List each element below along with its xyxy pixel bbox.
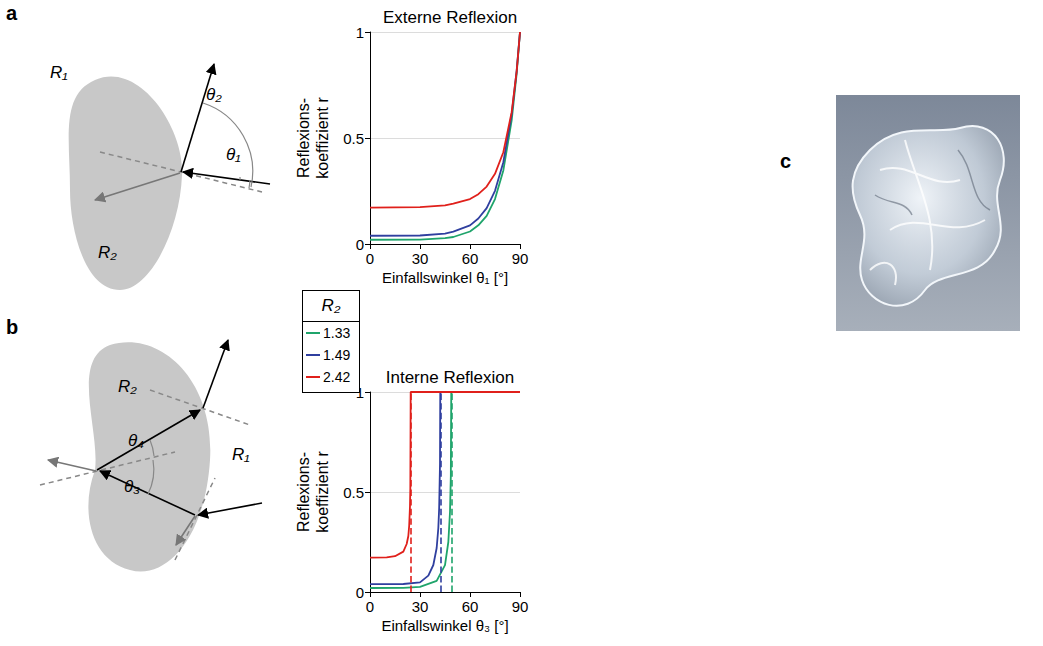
svg-text:1: 1 <box>356 24 364 41</box>
svg-text:60: 60 <box>462 598 479 615</box>
svg-text:θ₂: θ₂ <box>206 85 222 104</box>
svg-text:30: 30 <box>412 250 429 267</box>
svg-text:R₁: R₁ <box>50 63 68 82</box>
html-text:R₂: R₂ <box>321 296 341 315</box>
svg-text:θ₁: θ₁ <box>226 145 241 164</box>
svg-text:0.5: 0.5 <box>343 484 364 501</box>
svg-text:R₂: R₂ <box>98 243 117 262</box>
svg-text:0: 0 <box>366 250 374 267</box>
svg-text:0.5: 0.5 <box>343 130 364 147</box>
svg-text:Reflexions-: Reflexions- <box>295 98 312 178</box>
svg-text:Einfallswinkel θ₃ [°]: Einfallswinkel θ₃ [°] <box>381 617 508 634</box>
svg-text:0: 0 <box>366 598 374 615</box>
svg-text:0: 0 <box>356 584 364 601</box>
html-text:1.33: 1.33 <box>323 325 351 341</box>
svg-text:θ₃: θ₃ <box>124 477 140 496</box>
svg-text:b: b <box>6 316 18 338</box>
svg-text:Interne Reflexion: Interne Reflexion <box>386 368 515 387</box>
svg-text:koeffizient r: koeffizient r <box>314 97 331 179</box>
svg-text:koeffizient r: koeffizient r <box>314 451 331 533</box>
svg-text:c: c <box>780 150 791 172</box>
svg-text:90: 90 <box>512 598 529 615</box>
svg-text:a: a <box>6 2 18 24</box>
svg-text:60: 60 <box>462 250 479 267</box>
svg-text:30: 30 <box>412 598 429 615</box>
svg-text:R₁: R₁ <box>232 445 250 464</box>
svg-text:90: 90 <box>512 250 529 267</box>
svg-text:R₂: R₂ <box>118 377 137 396</box>
svg-text:0: 0 <box>356 236 364 253</box>
svg-text:Einfallswinkel θ₁ [°]: Einfallswinkel θ₁ [°] <box>382 269 508 286</box>
html-text:1.49: 1.49 <box>323 347 351 363</box>
svg-text:Externe Reflexion: Externe Reflexion <box>383 8 517 27</box>
svg-text:Reflexions-: Reflexions- <box>295 452 312 532</box>
svg-text:θ₄: θ₄ <box>128 431 144 450</box>
html-text:2.42: 2.42 <box>323 369 351 385</box>
